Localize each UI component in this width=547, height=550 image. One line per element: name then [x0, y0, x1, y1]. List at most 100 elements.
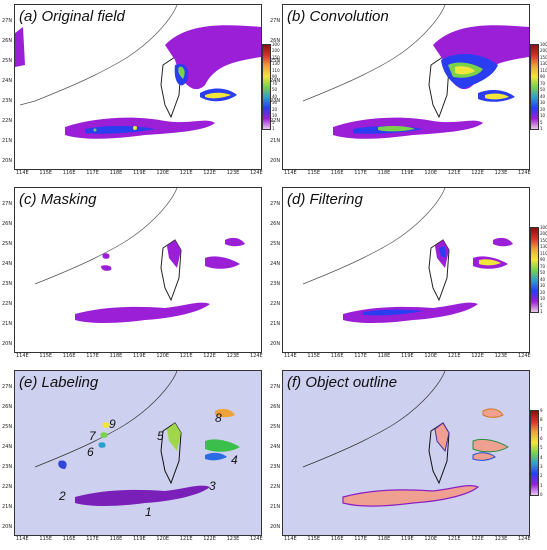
panel-e: (e) Labeling 1 2 3 4 5 6 7 8 9 27N 26N 25N…: [0, 366, 272, 550]
lat-tick-label: 22N: [2, 301, 13, 307]
colorbar-tick-label: 30: [540, 283, 546, 289]
object-number: 6: [87, 445, 94, 459]
lat-tick-label: 25N: [270, 58, 281, 64]
colorbar-tick-label: 20: [540, 289, 546, 295]
lon-tick-label: 124E: [250, 536, 263, 542]
lon-tick-label: 116E: [330, 170, 344, 176]
lat-tick-label: 20N: [270, 524, 281, 530]
lon-tick-label: 120E: [424, 170, 438, 176]
lat-tick-label: 24N: [270, 261, 281, 267]
colorbar-tick-label: 1: [272, 126, 275, 131]
colorbar-a: [262, 44, 271, 130]
colorbar-tick-label: 90: [540, 257, 546, 263]
lon-tick-label: 123E: [494, 353, 508, 359]
colorbar-tick-label: 200: [540, 231, 547, 237]
lat-tick-label: 25N: [2, 241, 13, 247]
lat-tick-label: 26N: [270, 38, 281, 44]
lon-tick-label: 119E: [133, 536, 146, 542]
lon-tick-label: 119E: [133, 353, 146, 359]
lon-tick-label: 116E: [330, 536, 344, 542]
colorbar-tick-label: 2: [540, 473, 543, 479]
lon-tick-label: 124E: [518, 170, 531, 176]
colorbar-tick-label: 70: [540, 263, 546, 269]
colorbar-tick-label: 40: [272, 93, 278, 99]
colorbar-tick-label: 5: [540, 302, 543, 308]
lon-tick-label: 124E: [250, 353, 263, 359]
lat-tick-label: 27N: [270, 201, 281, 207]
colorbar-tick-label: 10: [540, 296, 546, 302]
lat-tick-label: 22N: [270, 118, 281, 124]
colorbar-tick-label: 110: [272, 67, 280, 73]
lat-tick-label: 24N: [2, 78, 13, 84]
colorbar-tick-label: 150: [540, 237, 547, 243]
lat-tick-label: 22N: [2, 484, 13, 490]
panel-title: (b) Convolution: [287, 8, 389, 25]
colorbar-tick-label: 130: [540, 61, 547, 67]
lon-tick-label: 122E: [471, 536, 484, 542]
colorbar-tick-label: 10: [540, 113, 546, 119]
colorbar-tick-label: 300: [540, 225, 547, 230]
object-number: 5: [157, 429, 164, 443]
lon-tick-label: 121E: [447, 170, 461, 176]
colorbar-tick-label: 50: [540, 270, 546, 276]
colorbar-f: [530, 410, 539, 496]
lon-tick-label: 115E: [307, 170, 321, 176]
lon-tick-label: 119E: [133, 170, 146, 176]
colorbar-tick-label: 0: [540, 492, 543, 497]
colorbar-tick-label: 8: [540, 417, 543, 423]
lon-tick-label: 123E: [226, 536, 240, 542]
lat-tick-label: 23N: [2, 464, 13, 470]
colorbar-tick-label: 1: [540, 482, 543, 488]
colorbar-tick-label: 20: [540, 106, 546, 112]
panel-title: (d) Filtering: [287, 191, 363, 208]
colorbar-tick-label: 50: [272, 87, 278, 93]
lon-tick-label: 118E: [109, 536, 123, 542]
lon-tick-label: 122E: [203, 170, 216, 176]
lat-tick-label: 23N: [2, 98, 13, 104]
lon-tick-label: 115E: [39, 536, 53, 542]
lon-tick-label: 118E: [377, 170, 391, 176]
lon-tick-label: 117E: [86, 170, 99, 176]
lon-tick-label: 117E: [86, 536, 99, 542]
lat-tick-label: 27N: [270, 384, 281, 390]
colorbar-tick-label: 300: [272, 42, 280, 47]
lat-tick-label: 24N: [2, 261, 13, 267]
colorbar-tick-label: 300: [540, 42, 547, 47]
colorbar-tick-label: 30: [272, 100, 278, 106]
lon-tick-label: 117E: [354, 353, 367, 359]
lat-tick-label: 21N: [270, 504, 281, 510]
lon-tick-label: 120E: [424, 536, 438, 542]
lat-tick-label: 21N: [2, 321, 13, 327]
lon-tick-label: 124E: [518, 353, 531, 359]
lon-tick-label: 122E: [203, 353, 216, 359]
colorbar-tick-label: 50: [540, 87, 546, 93]
lat-tick-label: 24N: [270, 78, 281, 84]
lat-tick-label: 21N: [270, 321, 281, 327]
lon-tick-label: 120E: [156, 536, 170, 542]
lon-tick-label: 121E: [179, 353, 193, 359]
lat-tick-label: 22N: [2, 118, 13, 124]
lon-tick-label: 121E: [447, 353, 461, 359]
object-number: 8: [215, 411, 222, 425]
lon-tick-label: 116E: [62, 353, 76, 359]
lat-tick-label: 23N: [270, 281, 281, 287]
colorbar-tick-label: 110: [540, 67, 547, 73]
colorbar-tick-label: 90: [272, 74, 278, 80]
lat-tick-label: 24N: [270, 444, 281, 450]
lon-tick-label: 116E: [62, 170, 76, 176]
lon-tick-label: 114E: [16, 536, 29, 542]
panel-f: (f) Object outline 27N 26N 25N 24N 23N 22N 21N…: [270, 366, 547, 550]
map-d: (d) Filtering: [282, 187, 530, 353]
colorbar-tick-label: 5: [272, 119, 275, 125]
lat-tick-label: 22N: [270, 484, 281, 490]
colorbar-tick-label: 5: [540, 119, 543, 125]
label-field-e: [34, 371, 240, 506]
lon-tick-label: 123E: [226, 170, 240, 176]
colorbar-tick-label: 30: [540, 100, 546, 106]
lon-tick-label: 118E: [377, 536, 391, 542]
colorbar-tick-label: 40: [540, 93, 546, 99]
lat-tick-label: 25N: [270, 241, 281, 247]
panel-title: (a) Original field: [19, 8, 125, 25]
colorbar-tick-label: 5: [540, 445, 543, 451]
colorbar-tick-label: 10: [272, 113, 278, 119]
